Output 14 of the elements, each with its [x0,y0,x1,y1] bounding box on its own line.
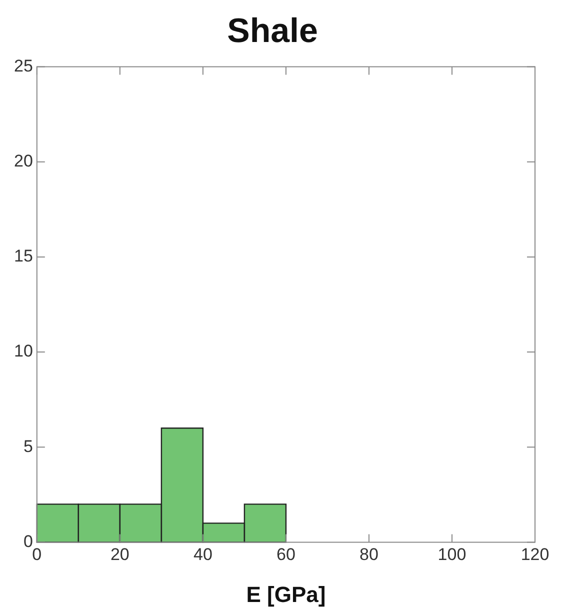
y-tick-label: 20 [14,152,33,171]
y-tick-label: 10 [14,342,33,361]
x-tick-label: 120 [520,545,550,564]
x-tick-label: 80 [360,545,378,564]
x-tick-label: 60 [276,545,296,564]
y-tick-label: 15 [14,246,33,266]
y-tick-label: 5 [23,436,33,456]
x-tick-label: 20 [110,545,130,564]
y-tick-label: 0 [23,532,33,551]
chart-title: Shale [227,12,318,50]
x-axis-title: E [GPa] [246,582,326,607]
x-tick-label: 40 [193,545,212,564]
y-tick-label: 25 [14,56,33,76]
x-tick-label: 100 [438,545,466,564]
